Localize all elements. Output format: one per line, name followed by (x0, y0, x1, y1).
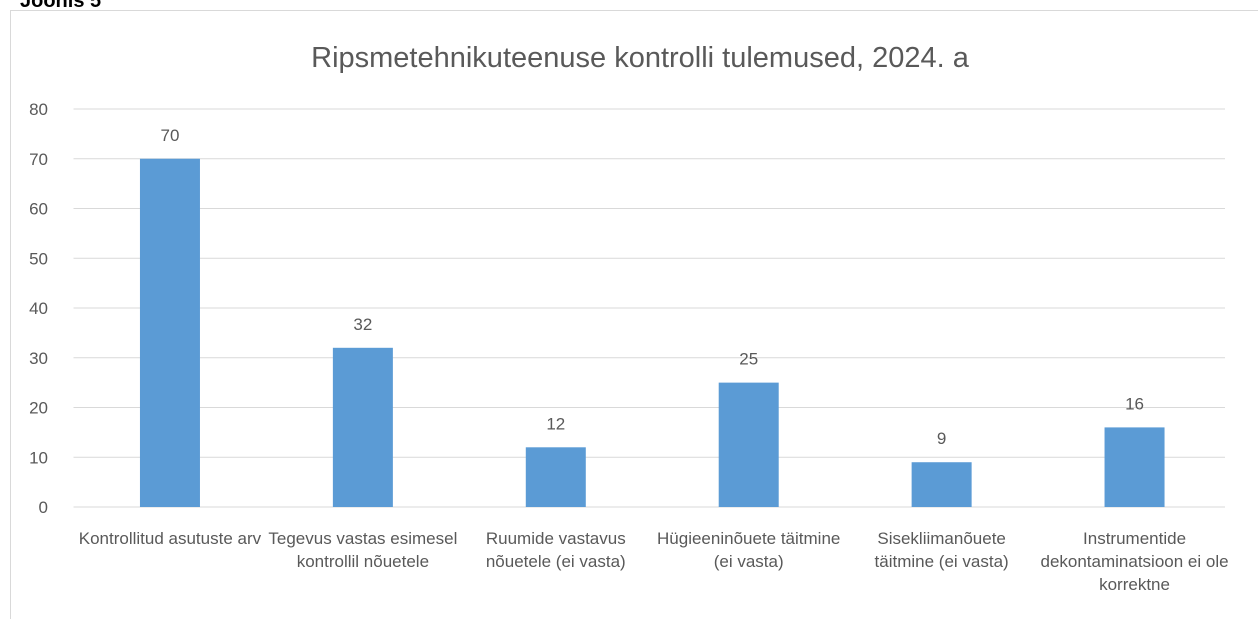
data-label: 12 (546, 414, 565, 433)
y-tick-label: 40 (29, 299, 48, 318)
bar (1104, 427, 1165, 507)
caption: Joonis 5 (20, 0, 101, 12)
y-tick-label: 20 (29, 399, 48, 418)
bar (911, 462, 972, 507)
y-tick-label: 70 (29, 150, 48, 169)
bar (718, 382, 779, 507)
data-label: 32 (353, 315, 372, 334)
data-label: 9 (937, 429, 946, 448)
x-tick-label: Ruumide vastavus nõuetele (ei vasta) (485, 529, 626, 571)
chart-frame (10, 10, 1258, 619)
y-tick-label: 0 (39, 498, 48, 517)
bar (139, 158, 200, 507)
x-tick-label: Kontrollitud asutuste arv (78, 529, 262, 548)
y-tick-label: 10 (29, 448, 48, 467)
y-tick-label: 60 (29, 200, 48, 219)
y-tick-label: 80 (29, 100, 48, 119)
data-label: 16 (1125, 394, 1144, 413)
y-tick-label: 30 (29, 349, 48, 368)
x-tick-label: Hügieeninõuete täitmine (ei vasta) (657, 529, 841, 571)
data-label: 25 (739, 350, 758, 369)
y-tick-label: 50 (29, 249, 48, 268)
x-tick-label: Instrumentide dekontaminatsioon ei ole k… (1040, 529, 1229, 594)
x-tick-label: Sisekliimanõuete täitmine (ei vasta) (874, 529, 1009, 571)
bar (525, 447, 586, 507)
bar (332, 347, 393, 507)
chart-title: Ripsmetehnikuteenuse kontrolli tulemused… (311, 42, 970, 74)
data-label: 70 (160, 126, 179, 145)
x-tick-label: Tegevus vastas esimesel kontrollil nõuet… (268, 529, 458, 571)
